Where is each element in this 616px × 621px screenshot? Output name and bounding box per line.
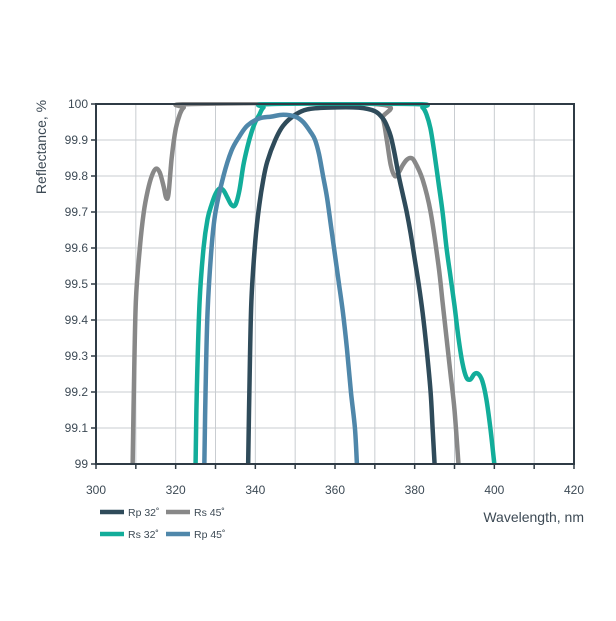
y-tick-label: 99.4 (65, 313, 89, 327)
y-tick-label: 99.1 (65, 421, 89, 435)
x-axis-title: Wavelength, nm (483, 509, 584, 525)
y-tick-label: 99.6 (65, 241, 89, 255)
series-layer (130, 102, 497, 464)
y-tick-label: 99.2 (65, 385, 89, 399)
grid-layer (95, 103, 575, 465)
y-tick-label: 99.8 (65, 169, 89, 183)
x-tick-label: 380 (405, 483, 425, 497)
y-tick-label: 99 (75, 457, 89, 471)
legend: Rs 45˚ Rp 32˚ Rs 32˚ Rp 45˚ (100, 507, 226, 541)
y-tick-label: 99.7 (65, 205, 89, 219)
y-tick-label: 100 (68, 97, 88, 111)
frame-layer (91, 103, 575, 469)
x-tick-label: 340 (245, 483, 265, 497)
x-tick-label: 320 (166, 483, 186, 497)
y-tick-label: 99.3 (65, 349, 89, 363)
x-tick-label: 420 (564, 483, 584, 497)
legend-label-1: Rs 45˚ (194, 507, 225, 519)
y-axis-title: Reflectance, % (33, 100, 49, 194)
y-tick-label: 99.9 (65, 133, 89, 147)
legend-label-3: Rs 32˚ (128, 529, 159, 541)
ticks-layer: 99 99.1 99.2 99.3 99.4 99.5 99.6 99.7 99.8 99.9 10… (65, 97, 585, 497)
plot-frame (95, 103, 575, 465)
series-line-4 (202, 112, 360, 464)
x-tick-label: 300 (86, 483, 106, 497)
legend-label-2: Rp 32˚ (128, 507, 160, 519)
y-tick-label: 99.5 (65, 277, 89, 291)
series-line-2 (245, 105, 437, 464)
legend-label-4: Rp 45˚ (194, 529, 226, 541)
x-tick-label: 400 (484, 483, 504, 497)
x-tick-label: 360 (325, 483, 345, 497)
